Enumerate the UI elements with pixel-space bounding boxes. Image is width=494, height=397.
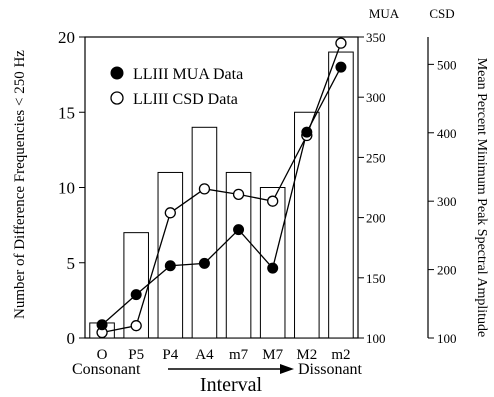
mua-point-P4 [164, 260, 176, 272]
csd-line [101, 42, 342, 334]
mua-tick-label: 250 [366, 150, 386, 165]
axes: 0 5 10 15 20 O P5 P4 A4 m7 M7 M2 m2 100 150 200 250 300 35… [58, 6, 457, 363]
x-tick-label: m7 [229, 347, 249, 363]
mua-point-M7 [267, 262, 279, 274]
csd-tick-label: 300 [437, 194, 457, 209]
mua-point-A4 [198, 257, 210, 269]
mua-point-P5 [130, 289, 142, 301]
left-axis-label: Number of Difference Frequencies < 250 H… [12, 50, 28, 319]
csd-point-m7 [232, 188, 245, 200]
legend-csd-marker [110, 91, 124, 105]
mua-tick-label: 150 [366, 271, 386, 286]
legend-mua-marker [110, 66, 124, 80]
x-axis-label: Interval [200, 374, 263, 396]
mua-axis-title: MUA [369, 6, 400, 21]
bar-P4 [157, 171, 184, 339]
csd-point-m2 [335, 37, 347, 49]
x-tick-label: O [97, 347, 108, 363]
x-tick-label: M2 [296, 347, 317, 363]
bar-series [89, 51, 354, 339]
csd-tick-label: 500 [437, 57, 457, 72]
mua-tick-label: 100 [366, 331, 386, 346]
csd-point-A4 [198, 183, 211, 195]
x-tick-label: A4 [195, 347, 214, 363]
csd-tick-label: 400 [437, 126, 457, 141]
csd-tick-label: 100 [437, 331, 457, 346]
csd-point-P5 [130, 320, 142, 332]
mua-tick-label: 350 [366, 30, 386, 45]
csd-point-P4 [164, 207, 176, 219]
legend: LLIII MUA Data LLIII CSD Data [110, 66, 243, 108]
csd-tick-label: 200 [437, 263, 457, 278]
mua-point-O [96, 319, 108, 331]
bar-A4 [191, 126, 218, 339]
bar-m2 [328, 51, 354, 339]
x-tick-label: M7 [262, 347, 283, 363]
legend-csd-label: LLIII CSD Data [133, 91, 238, 108]
mua-tick-label: 300 [366, 90, 386, 105]
x-tick-label: P4 [162, 347, 178, 363]
mua-line [101, 66, 342, 326]
consonant-label: Consonant [72, 361, 141, 378]
left-tick-label: 20 [58, 28, 75, 47]
left-tick-label: 0 [67, 329, 76, 348]
dissonant-label: Dissonant [298, 361, 363, 378]
left-tick-label: 10 [58, 179, 75, 198]
csd-axis-title: CSD [429, 6, 454, 21]
mua-point-M2 [301, 126, 313, 138]
mua-point-m2 [335, 61, 347, 73]
line-series [96, 37, 347, 339]
legend-mua-label: LLIII MUA Data [133, 66, 243, 83]
left-tick-label: 5 [67, 254, 76, 273]
bar-m7 [225, 171, 252, 339]
left-tick-label: 15 [58, 103, 75, 122]
mua-point-m7 [233, 224, 245, 236]
arrow-head [280, 364, 294, 374]
csd-point-M7 [267, 195, 279, 207]
right-axis-label: Mean Percent Minimum Peak Spectral Ampli… [474, 58, 489, 338]
mua-tick-label: 200 [366, 211, 386, 226]
bar-M2 [294, 111, 320, 339]
axis-labels: Number of Difference Frequencies < 250 H… [12, 50, 489, 396]
x-tick-label: m2 [331, 347, 350, 363]
x-tick-label: P5 [128, 347, 144, 363]
